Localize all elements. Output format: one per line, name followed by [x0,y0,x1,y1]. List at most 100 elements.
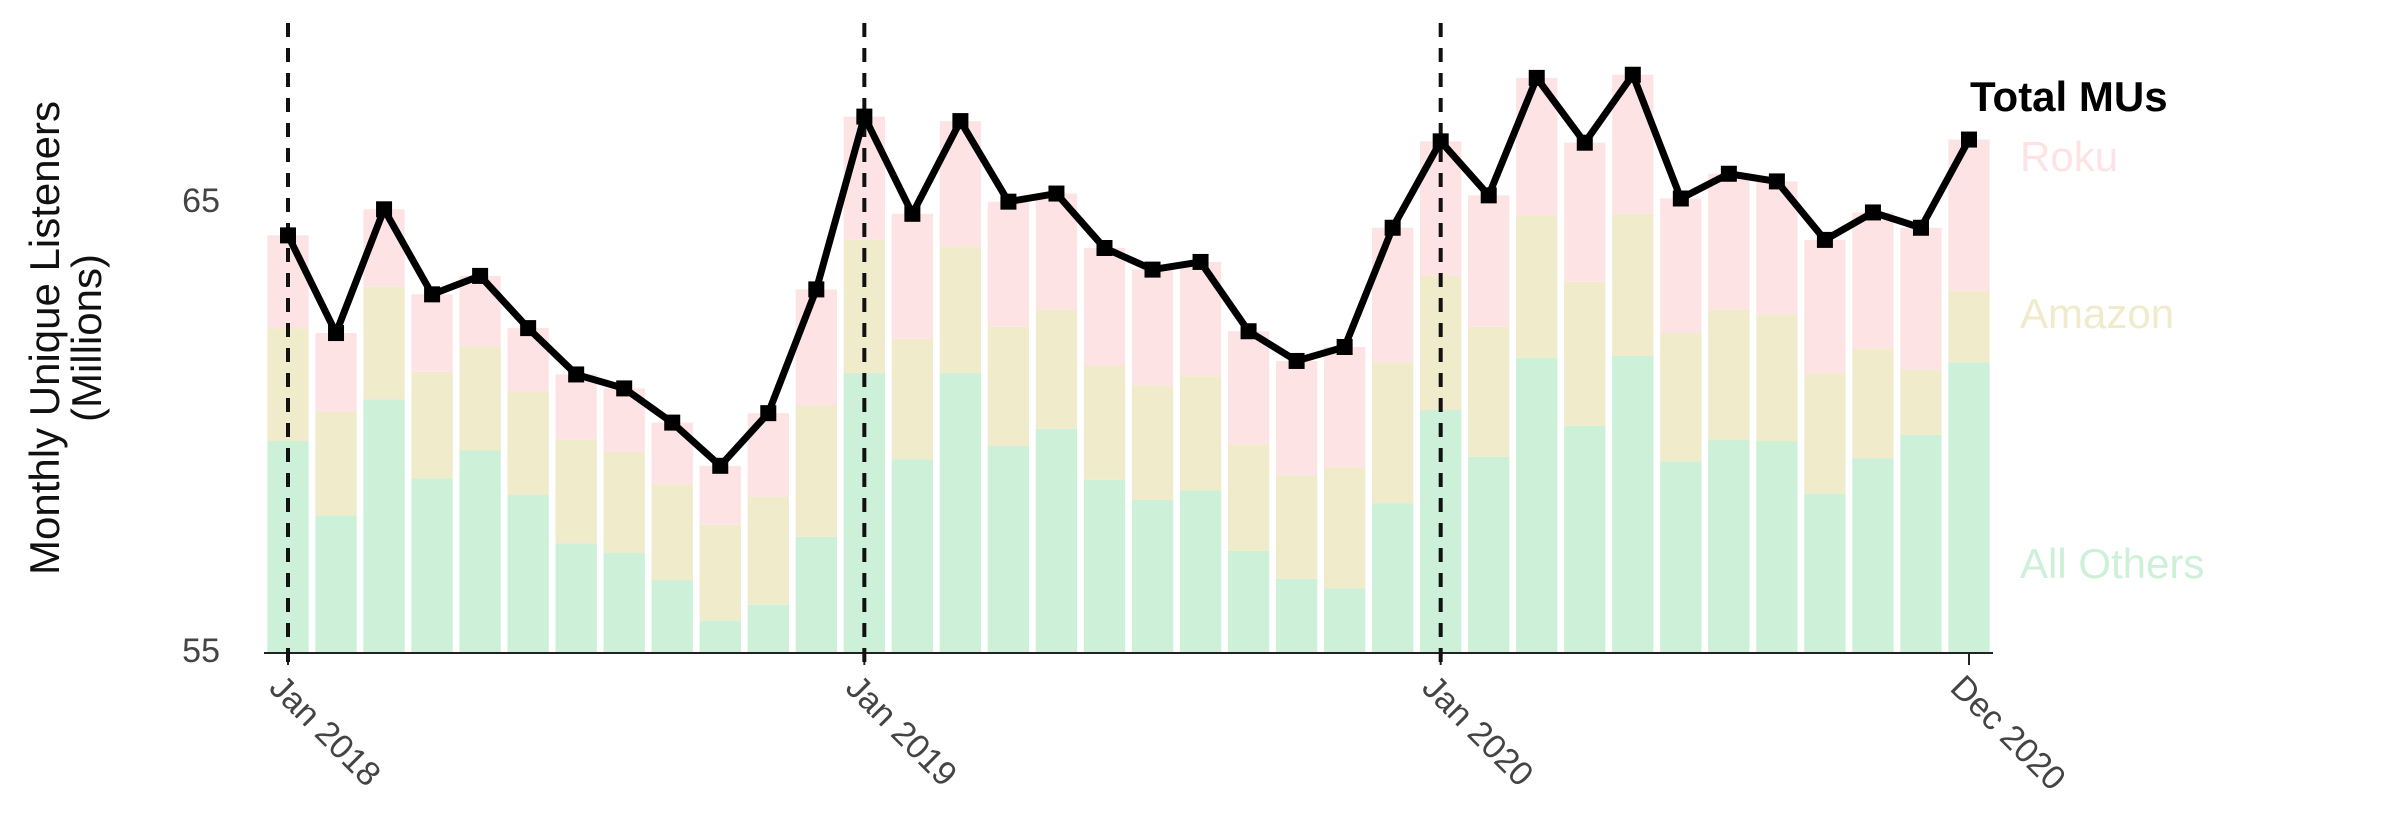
bar-segment [1372,227,1414,363]
bar-segment [1564,425,1606,653]
bar-segment [795,405,837,537]
bar-segment [987,326,1030,446]
bar-segment [1468,195,1510,327]
bar-segment [699,465,741,525]
bar-segment [555,439,597,544]
bar-segment [1323,347,1366,468]
total-marker [1576,134,1593,151]
total-marker [712,457,729,474]
total-marker [1912,219,1929,236]
total-marker [856,108,873,125]
total-marker [1480,187,1497,204]
x-tick-label: Jan 2020 [1415,668,1541,794]
total-marker [1432,133,1449,150]
bar-segment [1612,356,1654,653]
bar-segment [411,294,453,372]
bar-segment [507,495,549,653]
bar-segment [1708,439,1750,653]
y-tick-label: 55 [182,632,220,670]
bar-segment [1179,490,1222,653]
y-axis-title-line: (Millions) [63,254,110,422]
bar-segment [315,411,357,516]
total-marker [1096,240,1113,256]
bar-segment [987,446,1030,653]
total-marker [904,205,921,222]
bar-segment [1275,360,1318,476]
bar-segment [267,441,309,653]
total-marker [520,320,537,337]
total-marker [1384,219,1401,236]
x-tick-label: Jan 2018 [262,668,388,794]
bar-segment [1708,173,1750,310]
bar-segment [939,373,982,653]
bar-segment [1227,444,1270,551]
total-marker [328,325,345,342]
bar-segment [1660,461,1702,653]
total-marker [952,113,969,130]
bar-segment [1035,428,1078,653]
bar-segment [891,213,934,339]
legend-label: Total MUs [1970,73,2168,120]
bar-segment [1372,362,1414,504]
bar-segment [1948,291,1990,363]
total-marker [472,267,489,284]
total-marker [1144,261,1161,278]
total-marker [1048,185,1065,202]
bar-segment [747,496,789,605]
bar-segment [1804,373,1846,494]
bar-segment [1756,441,1798,653]
bar-segment [987,201,1030,327]
legend-label: Roku [2020,133,2118,180]
bar-segment [1804,493,1846,653]
bar-segment [1275,475,1318,579]
legend-label: Amazon [2020,290,2174,337]
bar-segment [1083,365,1126,480]
bar-segment [411,478,453,653]
total-marker [1000,193,1017,210]
bar-segment [1468,326,1510,457]
bar-segment [1372,503,1414,653]
bar-segment [1852,348,1894,459]
bar-segment [1083,248,1126,366]
total-marker [1961,131,1977,148]
bar-segment [1131,269,1174,386]
bar-segment [1564,281,1606,426]
bar-segment [1083,479,1126,653]
total-marker [1288,352,1305,369]
bar-segment [1660,333,1702,462]
bar-segment [1660,198,1702,334]
bar-segment [1900,369,1942,435]
bar-segment [1179,376,1222,491]
bar-segment [1900,434,1942,653]
bar-segment [459,450,501,653]
total-marker [1240,323,1257,340]
x-tick-label: Jan 2019 [838,668,964,794]
total-marker [1816,231,1833,248]
bar-segment [363,286,405,400]
bar-segment [1516,215,1558,358]
total-marker [1768,173,1785,190]
bar-segment [555,374,597,440]
total-marker [664,414,681,431]
bar-segment [1323,467,1366,589]
bar-segment [603,552,645,653]
bars [267,74,1990,653]
bar-segment [939,246,982,374]
total-marker [1720,165,1737,182]
bar-segment [1564,142,1606,282]
total-marker [280,227,296,244]
bar-segment [1035,309,1078,429]
bar-segment [699,620,741,653]
bar-segment [507,391,549,496]
bar-segment [1612,213,1654,356]
bar-segment [651,484,693,581]
bar-segment [1275,578,1318,653]
bar-segment [891,338,934,460]
total-marker [568,366,585,383]
total-marker [1624,66,1641,83]
bar-segment [1420,275,1462,410]
total-marker [1336,339,1353,355]
bar-segment [1516,357,1558,653]
bar-segment [411,371,453,479]
